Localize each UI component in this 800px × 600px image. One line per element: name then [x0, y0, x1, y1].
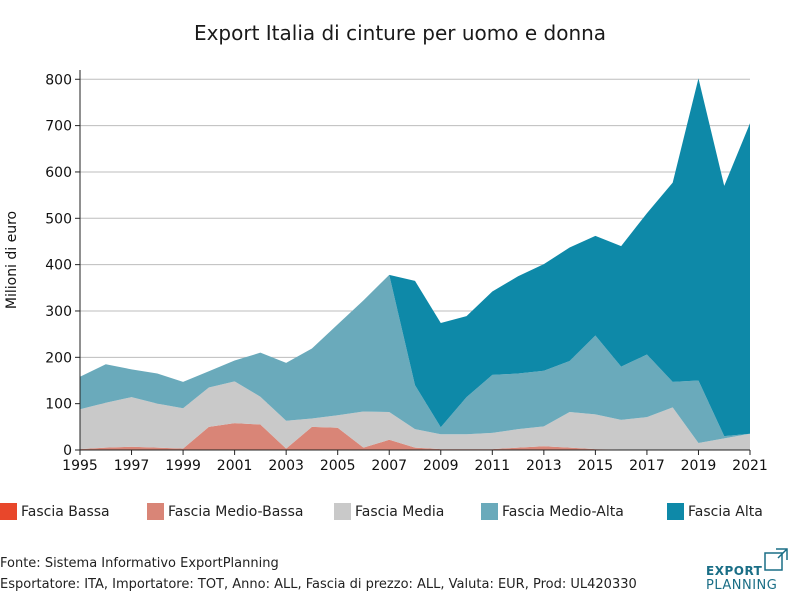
- legend-label: Fascia Bassa: [21, 503, 110, 520]
- y-tick-label: 100: [45, 397, 72, 413]
- legend-swatch: [147, 503, 164, 520]
- axes: 0 100 200 300 400 500 600 700 800 1995 1997 1999 200…: [45, 70, 768, 474]
- legend: Fascia Bassa Fascia Medio-Bassa Fascia M…: [0, 503, 800, 527]
- logo-text-export: EXPORT: [706, 564, 763, 578]
- legend-swatch: [667, 503, 684, 520]
- legend-item-fascia-alta: Fascia Alta: [667, 503, 763, 520]
- exportplanning-logo: EXPORT PLANNING: [704, 546, 796, 594]
- x-tick-label: 2009: [423, 458, 459, 474]
- y-tick-label: 200: [45, 350, 72, 366]
- legend-swatch: [0, 503, 17, 520]
- legend-label: Fascia Alta: [688, 503, 763, 520]
- area-layer: [80, 78, 750, 450]
- footer-details: Esportatore: ITA, Importatore: TOT, Anno…: [0, 577, 637, 592]
- logo-mark-icon: [764, 548, 788, 571]
- x-tick-label: 2013: [526, 458, 562, 474]
- x-tick-label: 1997: [114, 458, 150, 474]
- area-fascia-alta: [80, 78, 750, 437]
- area-fascia-medio-bassa: [80, 423, 750, 450]
- y-tick-label: 300: [45, 304, 72, 320]
- legend-label: Fascia Medio-Alta: [502, 503, 624, 520]
- legend-label: Fascia Media: [355, 503, 445, 520]
- x-tick-label: 2001: [217, 458, 253, 474]
- x-tick-label: 2015: [578, 458, 614, 474]
- x-tick-label: 2021: [732, 458, 768, 474]
- y-tick-label: 800: [45, 72, 72, 88]
- x-tick-label: 2017: [629, 458, 665, 474]
- x-tick-label: 1995: [62, 458, 98, 474]
- legend-item-fascia-media: Fascia Media: [334, 503, 444, 520]
- y-tick-label: 600: [45, 165, 72, 181]
- x-tick-label: 2007: [371, 458, 407, 474]
- legend-item-fascia-medio-bassa: Fascia Medio-Bassa: [147, 503, 303, 520]
- area-fascia-media: [80, 381, 750, 450]
- legend-item-fascia-bassa: Fascia Bassa: [0, 503, 110, 520]
- chart-title: Export Italia di cinture per uomo e donn…: [194, 21, 606, 45]
- x-tick-label: 2011: [474, 458, 510, 474]
- y-axis-title: Milioni di euro: [4, 211, 20, 309]
- x-tick-label: 2005: [320, 458, 356, 474]
- y-tick-label: 400: [45, 258, 72, 274]
- legend-item-fascia-medio-alta: Fascia Medio-Alta: [481, 503, 624, 520]
- logo-text-planning: PLANNING: [706, 578, 778, 593]
- footer-source: Fonte: Sistema Informativo ExportPlannin…: [0, 556, 279, 571]
- x-tick-label: 2003: [268, 458, 304, 474]
- area-fascia-medio-alta: [80, 274, 750, 444]
- y-tick-label: 700: [45, 119, 72, 135]
- legend-swatch: [481, 503, 498, 520]
- x-tick-label: 2019: [681, 458, 717, 474]
- y-tick-label: 500: [45, 211, 72, 227]
- legend-label: Fascia Medio-Bassa: [168, 503, 304, 520]
- legend-swatch: [334, 503, 351, 520]
- x-tick-label: 1999: [165, 458, 201, 474]
- y-tick-label: 0: [63, 443, 72, 459]
